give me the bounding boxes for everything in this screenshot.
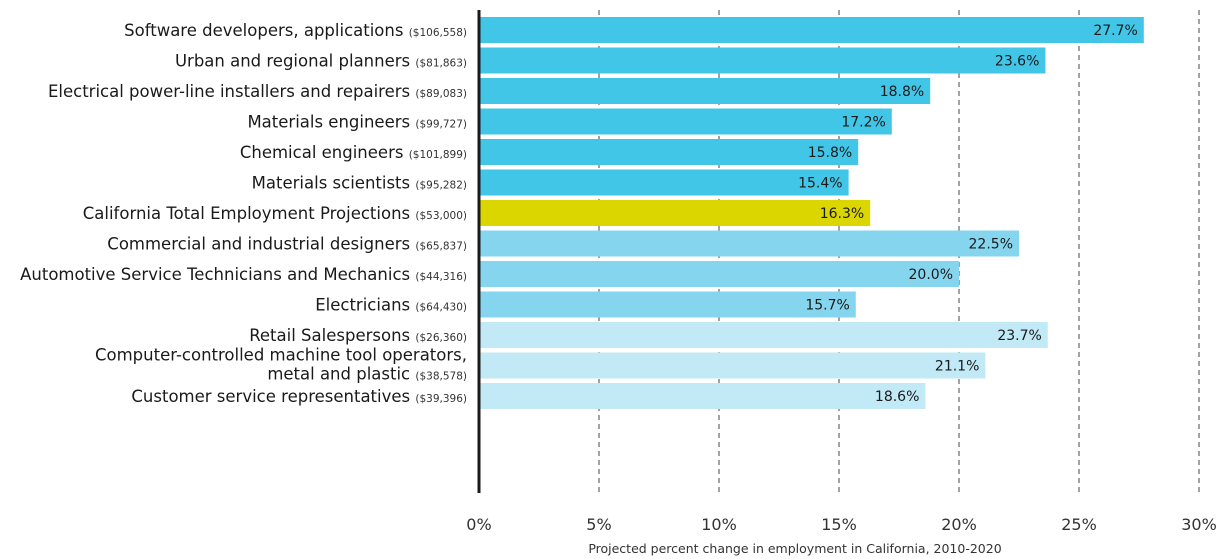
category-salary: ($39,396) [415, 393, 467, 405]
category-name: Automotive Service Technicians and Mecha… [20, 265, 415, 284]
category-label: Electricians ($64,430) [315, 296, 467, 315]
bar [479, 291, 856, 318]
category-name: Materials engineers [247, 113, 415, 132]
bar [479, 383, 926, 409]
category-name: California Total Employment Projections [83, 204, 416, 223]
category-name: Commercial and industrial designers [107, 235, 415, 254]
bar [479, 139, 859, 165]
category-name: metal and plastic [267, 365, 415, 384]
category-label: California Total Employment Projections … [83, 204, 467, 223]
category-labels: Software developers, applications ($106,… [20, 21, 467, 406]
bar [479, 352, 986, 379]
category-label: Computer-controlled machine tool operato… [95, 346, 467, 365]
category-name: Retail Salespersons [249, 326, 415, 345]
x-tick-label: 25% [1061, 515, 1097, 534]
x-tick-label: 30% [1181, 515, 1217, 534]
bar [479, 108, 892, 135]
category-name: Urban and regional planners [175, 52, 415, 71]
category-name: Customer service representatives [131, 387, 415, 406]
bar [479, 322, 1048, 348]
category-label: Urban and regional planners ($81,863) [175, 52, 467, 71]
bar-value-label: 18.6% [875, 389, 919, 405]
bar [479, 200, 871, 226]
x-tick-labels: 0% 5% 10% 15% 20% 25% 30% [466, 515, 1216, 534]
bar [479, 78, 931, 104]
bar-value-label: 20.0% [909, 267, 953, 283]
category-label: Commercial and industrial designers ($65… [107, 235, 467, 254]
category-salary: ($65,837) [415, 241, 467, 253]
category-salary: ($101,899) [409, 149, 467, 161]
value-labels: 27.7% 23.6% 18.8% 17.2% 15.8% 15.4% 16.3% 22.5%… [798, 23, 1138, 405]
bar-value-label: 15.4% [798, 176, 842, 192]
category-salary: ($53,000) [415, 210, 467, 222]
category-label: Software developers, applications ($106,… [124, 21, 467, 40]
category-label: Materials engineers ($99,727) [247, 113, 467, 132]
bar-value-label: 23.6% [995, 54, 1039, 70]
category-label: Retail Salespersons ($26,360) [249, 326, 467, 345]
bar-value-label: 17.2% [841, 115, 885, 131]
x-tick-label: 5% [586, 515, 611, 534]
bar-value-label: 15.7% [805, 298, 849, 314]
x-tick-label: 0% [466, 515, 491, 534]
category-label: Materials scientists ($95,282) [252, 174, 467, 193]
bar [479, 261, 959, 287]
category-salary: ($44,316) [415, 271, 467, 283]
bar-value-label: 22.5% [969, 237, 1013, 253]
category-label: Chemical engineers ($101,899) [240, 143, 467, 162]
category-salary: ($38,578) [415, 371, 467, 383]
category-salary: ($95,282) [415, 180, 467, 192]
category-name: Materials scientists [252, 174, 416, 193]
category-salary: ($89,083) [415, 88, 467, 100]
category-label: Customer service representatives ($39,39… [131, 387, 467, 406]
bar-value-label: 15.8% [808, 145, 852, 161]
bar-value-label: 23.7% [997, 328, 1041, 344]
x-tick-label: 20% [941, 515, 977, 534]
category-name: Chemical engineers [240, 143, 409, 162]
bar-value-label: 16.3% [820, 206, 864, 222]
category-salary: ($81,863) [415, 58, 467, 70]
bar-value-label: 18.8% [880, 84, 924, 100]
bar [479, 47, 1046, 74]
bar-value-label: 27.7% [1093, 23, 1137, 39]
category-name: Software developers, applications [124, 21, 409, 40]
category-name: Electricians [315, 296, 415, 315]
category-salary: ($106,558) [409, 27, 467, 39]
x-tick-label: 15% [821, 515, 857, 534]
bar [479, 230, 1019, 257]
bar-value-label: 21.1% [935, 359, 979, 375]
category-salary: ($26,360) [415, 332, 467, 344]
bar [479, 17, 1144, 43]
category-label: Electrical power-line installers and rep… [48, 82, 467, 101]
x-tick-label: 10% [701, 515, 737, 534]
bars-group [479, 17, 1144, 409]
category-salary: ($99,727) [415, 119, 467, 131]
category-label: metal and plastic ($38,578) [267, 365, 467, 384]
x-axis-label: Projected percent change in employment i… [588, 541, 1001, 556]
category-label: Automotive Service Technicians and Mecha… [20, 265, 467, 284]
category-name: Electrical power-line installers and rep… [48, 82, 415, 101]
bar [479, 169, 849, 196]
category-salary: ($64,430) [415, 302, 467, 314]
